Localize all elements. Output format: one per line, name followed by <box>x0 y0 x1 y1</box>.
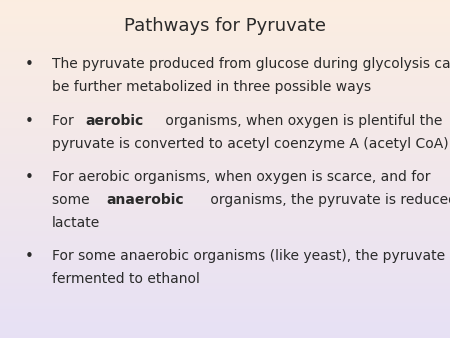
Text: •: • <box>25 114 34 128</box>
Text: some: some <box>52 193 94 207</box>
Text: •: • <box>25 170 34 185</box>
Text: lactate: lactate <box>52 216 100 230</box>
Text: For: For <box>52 114 78 127</box>
Text: fermented to ethanol: fermented to ethanol <box>52 272 200 286</box>
Text: Pathways for Pyruvate: Pathways for Pyruvate <box>124 17 326 35</box>
Text: For aerobic organisms, when oxygen is scarce, and for: For aerobic organisms, when oxygen is sc… <box>52 170 430 184</box>
Text: •: • <box>25 249 34 264</box>
Text: pyruvate is converted to acetyl coenzyme A (acetyl CoA): pyruvate is converted to acetyl coenzyme… <box>52 137 448 150</box>
Text: For some anaerobic organisms (like yeast), the pyruvate is: For some anaerobic organisms (like yeast… <box>52 249 450 263</box>
Text: aerobic: aerobic <box>86 114 144 127</box>
Text: organisms, when oxygen is plentiful the: organisms, when oxygen is plentiful the <box>161 114 442 127</box>
Text: be further metabolized in three possible ways: be further metabolized in three possible… <box>52 80 371 94</box>
Text: The pyruvate produced from glucose during glycolysis can: The pyruvate produced from glucose durin… <box>52 57 450 71</box>
Text: •: • <box>25 57 34 72</box>
Text: organisms, the pyruvate is reduced to: organisms, the pyruvate is reduced to <box>206 193 450 207</box>
Text: anaerobic: anaerobic <box>106 193 184 207</box>
